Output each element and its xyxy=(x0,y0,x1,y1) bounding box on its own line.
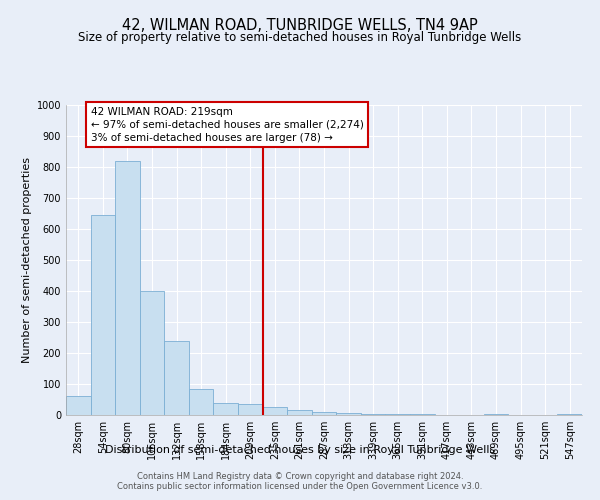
Bar xyxy=(361,414,385,415)
Text: Contains public sector information licensed under the Open Government Licence v3: Contains public sector information licen… xyxy=(118,482,482,491)
Bar xyxy=(164,340,189,415)
Text: 42, WILMAN ROAD, TUNBRIDGE WELLS, TN4 9AP: 42, WILMAN ROAD, TUNBRIDGE WELLS, TN4 9A… xyxy=(122,18,478,32)
Bar xyxy=(263,407,287,415)
Text: Distribution of semi-detached houses by size in Royal Tunbridge Wells: Distribution of semi-detached houses by … xyxy=(105,445,495,455)
Bar xyxy=(336,414,361,415)
Bar xyxy=(66,396,91,415)
Bar xyxy=(115,161,140,415)
Bar xyxy=(91,215,115,415)
Bar xyxy=(214,402,238,415)
Bar xyxy=(484,414,508,415)
Bar xyxy=(557,414,582,415)
Y-axis label: Number of semi-detached properties: Number of semi-detached properties xyxy=(22,157,32,363)
Bar xyxy=(385,414,410,415)
Bar xyxy=(140,291,164,415)
Bar xyxy=(287,410,312,415)
Text: Size of property relative to semi-detached houses in Royal Tunbridge Wells: Size of property relative to semi-detach… xyxy=(79,31,521,44)
Bar xyxy=(312,412,336,415)
Text: Contains HM Land Registry data © Crown copyright and database right 2024.: Contains HM Land Registry data © Crown c… xyxy=(137,472,463,481)
Bar xyxy=(238,404,263,415)
Bar xyxy=(189,388,214,415)
Bar xyxy=(410,414,434,415)
Text: 42 WILMAN ROAD: 219sqm
← 97% of semi-detached houses are smaller (2,274)
3% of s: 42 WILMAN ROAD: 219sqm ← 97% of semi-det… xyxy=(91,106,364,143)
